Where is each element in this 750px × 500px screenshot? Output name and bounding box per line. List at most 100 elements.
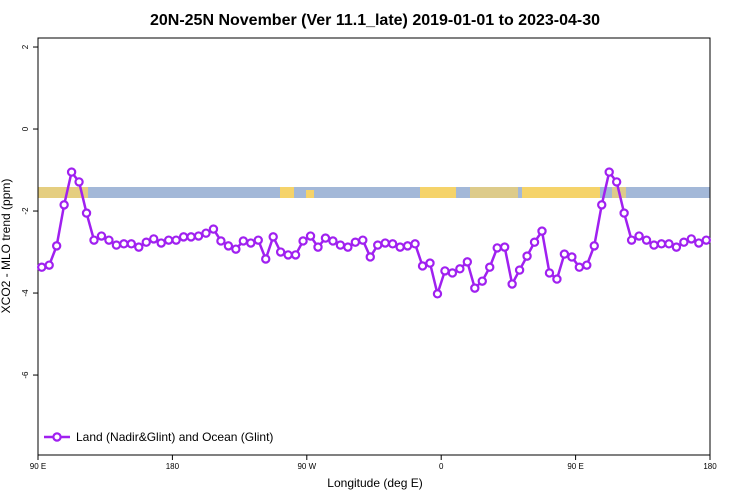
x-tick-label: 90 W	[297, 462, 316, 471]
data-point	[186, 232, 196, 242]
data-point	[126, 239, 137, 249]
data-point	[477, 276, 487, 286]
y-axis-label: XCO2 - MLO trend (ppm)	[0, 179, 13, 314]
data-point	[656, 239, 667, 249]
data-point	[641, 235, 652, 245]
data-point	[89, 235, 99, 245]
data-point	[470, 283, 480, 293]
data-point	[701, 235, 711, 245]
y-tick-label: 2	[21, 44, 30, 49]
data-point	[373, 240, 383, 250]
data-point	[141, 237, 151, 247]
data-point	[298, 236, 308, 246]
x-tick-label: 90 E	[567, 462, 583, 471]
data-point	[238, 236, 249, 246]
data-point	[37, 262, 47, 272]
data-point	[686, 234, 697, 244]
data-point	[597, 200, 607, 210]
data-point	[626, 235, 637, 245]
legend-label: Land (Nadir&Glint) and Ocean (Glint)	[76, 430, 273, 444]
data-point	[634, 231, 644, 241]
data-point	[537, 226, 547, 236]
data-point	[290, 250, 301, 260]
data-point	[567, 252, 577, 262]
data-point	[201, 228, 211, 238]
data-point	[679, 237, 689, 247]
x-axis-label: Longitude (deg E)	[327, 476, 422, 490]
data-point	[275, 247, 286, 257]
data-point	[417, 261, 428, 271]
y-tick-label: -2	[21, 207, 30, 215]
data-point	[664, 239, 674, 249]
data-point	[552, 274, 562, 284]
data-point	[66, 167, 77, 177]
data-point	[462, 257, 473, 267]
data-point	[119, 239, 129, 249]
data-point	[425, 258, 435, 268]
data-point	[694, 238, 704, 248]
data-point	[261, 254, 271, 264]
data-point	[559, 249, 570, 259]
data-point	[492, 243, 502, 253]
data-point	[380, 238, 390, 248]
data-point	[447, 268, 458, 278]
data-point	[208, 224, 219, 234]
data-point	[111, 240, 122, 250]
data-point	[134, 242, 144, 252]
legend-marker	[52, 432, 62, 442]
data-point	[365, 252, 375, 262]
data-point	[44, 260, 54, 270]
data-point	[455, 264, 465, 274]
data-point	[96, 231, 107, 241]
plot-frame	[37, 37, 711, 456]
data-point	[402, 241, 413, 251]
data-point	[544, 268, 555, 278]
x-tick-label: 180	[166, 462, 180, 471]
data-point	[395, 242, 405, 252]
data-point	[574, 262, 585, 272]
data-point	[410, 239, 420, 249]
data-point	[74, 177, 84, 187]
data-point	[223, 241, 234, 251]
data-point	[59, 200, 69, 210]
data-point	[529, 237, 540, 247]
data-point	[499, 242, 510, 252]
data-point	[305, 231, 316, 241]
data-point	[231, 244, 241, 254]
data-point	[193, 231, 204, 241]
data-point	[440, 266, 450, 276]
data-point	[522, 251, 532, 261]
x-tick-label: 90 E	[30, 462, 46, 471]
y-tick-label: -6	[21, 371, 30, 379]
data-point	[343, 242, 353, 252]
data-point	[216, 236, 226, 246]
data-point	[149, 234, 159, 244]
y-tick-label: -4	[21, 289, 30, 297]
data-point	[178, 232, 189, 242]
chart-title: 20N-25N November (Ver 11.1_late) 2019-01…	[150, 12, 600, 29]
data-point	[283, 250, 293, 260]
data-point	[611, 177, 622, 187]
data-point	[104, 235, 114, 245]
data-point	[589, 241, 599, 251]
data-point	[253, 235, 263, 245]
data-point	[514, 265, 525, 275]
y-tick-label: 0	[21, 126, 30, 131]
data-point	[350, 237, 361, 247]
data-point	[313, 242, 323, 252]
data-point	[171, 235, 181, 245]
data-point	[320, 233, 331, 243]
land-ocean-strip	[38, 187, 710, 198]
data-point	[358, 235, 368, 245]
data-point	[432, 289, 443, 299]
data-point	[81, 208, 92, 218]
data-point	[156, 238, 166, 248]
data-point	[268, 232, 278, 242]
data-point	[604, 167, 614, 177]
data-point	[246, 238, 256, 248]
data-point	[328, 236, 338, 246]
x-tick-label: 180	[703, 462, 717, 471]
data-point	[649, 240, 659, 250]
